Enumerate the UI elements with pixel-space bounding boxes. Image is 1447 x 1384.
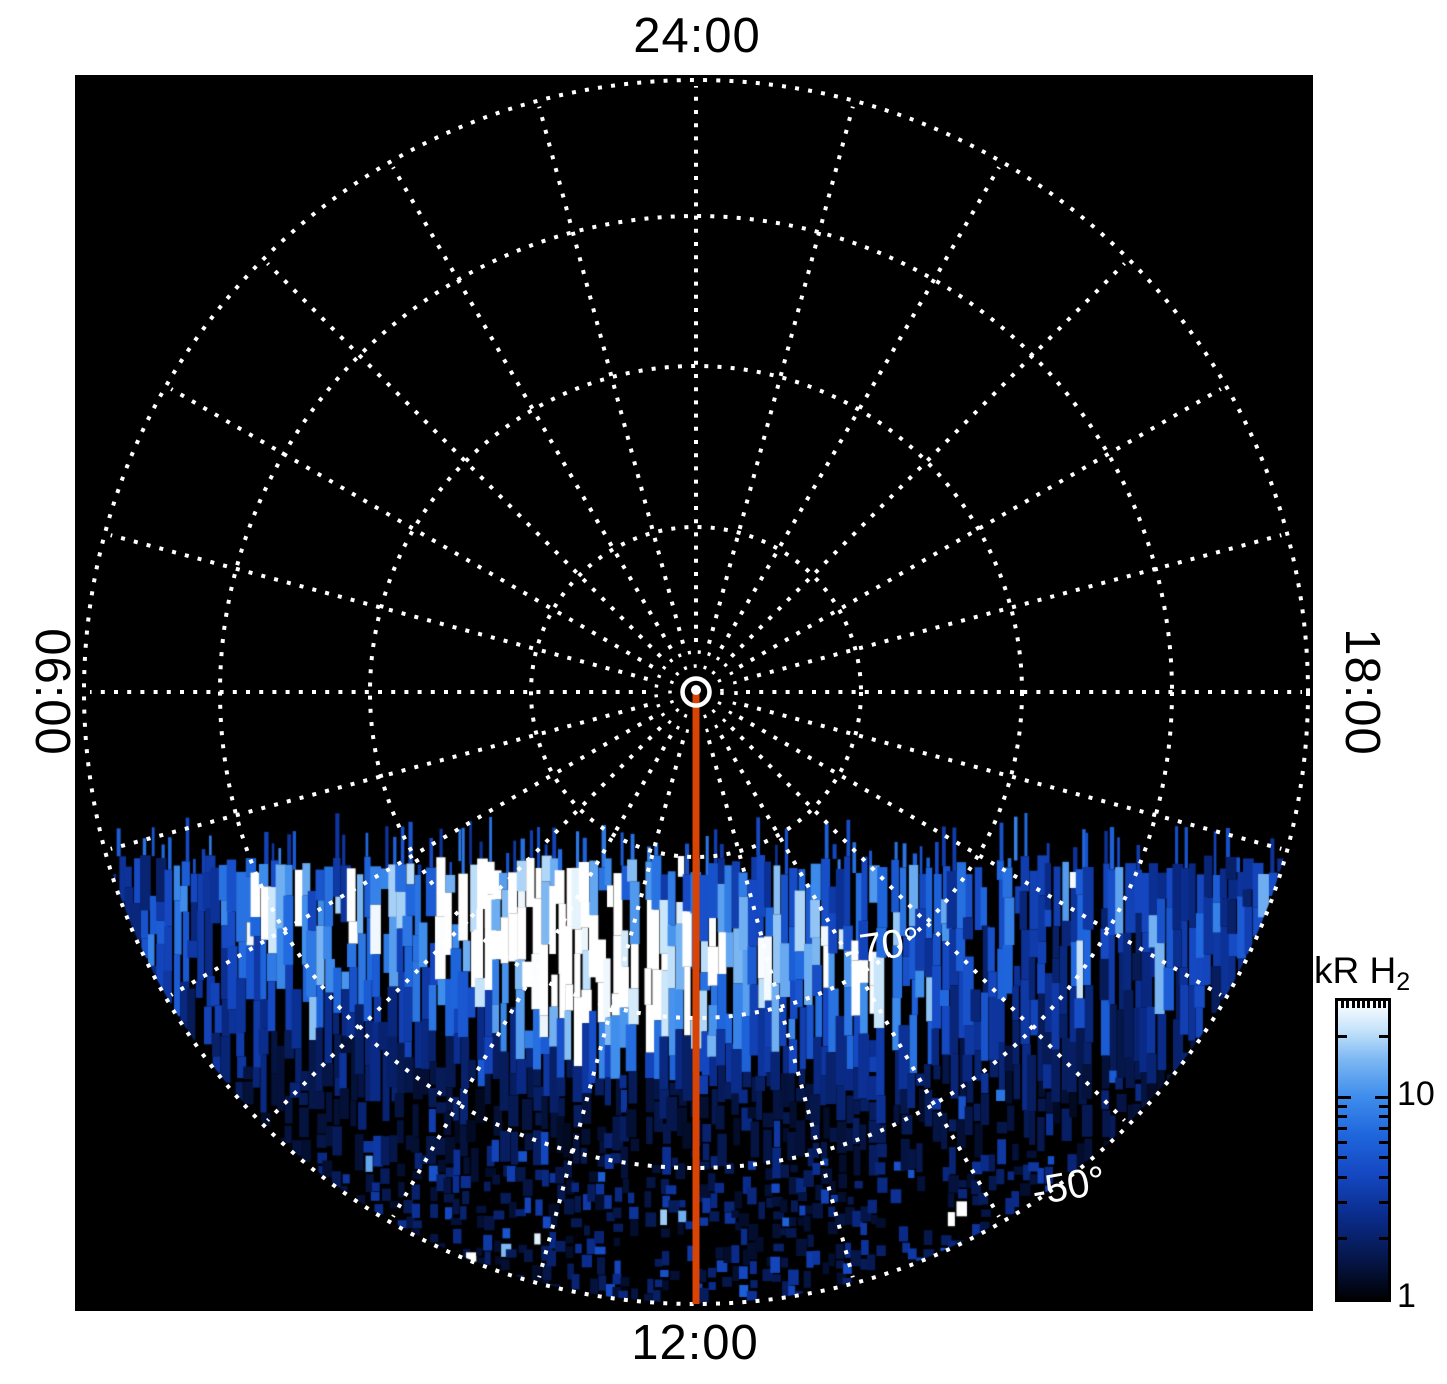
hour-grid-spoke [110,533,649,681]
hour-grid-spoke [537,739,685,1278]
colorbar-title: kR H2 [1314,950,1447,997]
colorbar-top-tick [1341,1001,1344,1008]
colorbar-major-tick [1338,1095,1351,1099]
hour-grid-spoke [738,715,1222,997]
colorbar-minor-tick [1379,1115,1388,1119]
colorbar-minor-tick [1338,1236,1347,1240]
colorbar-minor-tick [1338,1201,1347,1205]
colorbar-value-label: 1 [1397,1277,1416,1315]
hour-grid-spoke [707,739,855,1278]
hour-grid-spoke [707,106,855,645]
colorbar-title-subscript: 2 [1396,968,1411,996]
colorbar: kR H2 10 1 [1314,950,1447,1384]
latitude-grid-circle [529,525,863,859]
colorbar-major-tick [1375,1297,1388,1301]
colorbar-minor-tick [1338,1176,1347,1180]
colorbar-top-tick [1362,1001,1365,1008]
colorbar-major-tick [1338,1297,1351,1301]
colorbar-major-tick [1375,1095,1388,1099]
colorbar-top-tick [1372,1001,1376,1008]
colorbar-top-tick [1346,1001,1350,1008]
colorbar-top-tick [1367,1001,1371,1008]
hour-grid-spoke [738,387,1222,669]
hour-grid-spoke [110,703,649,851]
colorbar-top-tick [1351,1001,1355,1008]
colorbar-top-tick [1377,1001,1381,1008]
colorbar-minor-tick [1379,1176,1388,1180]
colorbar-gradient-bar [1335,998,1391,1302]
pole-center-dot [691,685,701,695]
polar-plot-area: -70° -50° [75,75,1313,1311]
time-label-1800: 18:00 [1335,628,1389,756]
hour-grid-spoke [729,725,1126,1122]
colorbar-minor-tick [1379,1236,1388,1240]
colorbar-minor-tick [1379,1104,1388,1108]
hour-grid-spoke [743,533,1282,681]
hour-grid-spoke [391,166,673,650]
latitude-grid-circle [82,78,1310,1306]
colorbar-minor-tick [1379,1035,1388,1039]
hour-grid-spoke [266,725,663,1122]
time-label-1200: 12:00 [631,1316,759,1370]
colorbar-minor-tick [1379,1156,1388,1160]
time-label-0600: 06:00 [25,628,79,756]
polar-grid-overlay: -70° -50° [82,78,1310,1306]
hour-grid-spoke [743,703,1282,851]
time-label-2400: 24:00 [633,9,761,63]
colorbar-minor-tick [1379,1201,1388,1205]
hour-grid-spoke [719,734,1001,1218]
colorbar-top-tick [1356,1001,1360,1008]
colorbar-minor-tick [1338,1127,1347,1130]
colorbar-value-label: 10 [1397,1075,1435,1114]
hour-grid-spoke [170,387,654,669]
colorbar-top-tick [1383,1001,1386,1008]
hour-grid-spoke [719,166,1001,650]
colorbar-minor-tick [1338,1140,1347,1144]
hour-grid-spoke [391,734,673,1218]
colorbar-minor-tick [1338,1104,1347,1108]
colorbar-minor-tick [1379,1140,1388,1144]
hour-grid-spoke [729,262,1126,659]
hour-grid-spoke [170,715,654,997]
colorbar-minor-tick [1379,1127,1388,1130]
colorbar-minor-tick [1338,1115,1347,1119]
colorbar-title-text: kR H [1314,950,1397,991]
hour-grid-spoke [266,262,663,659]
colorbar-minor-tick [1338,1035,1347,1039]
latitude-label: -70° [844,919,923,973]
latitude-grid-circle [368,364,1024,1020]
colorbar-minor-tick [1338,1156,1347,1160]
pole-center-ring [680,676,712,708]
latitude-label: -50° [1029,1158,1109,1214]
hour-grid-spoke [537,106,685,645]
